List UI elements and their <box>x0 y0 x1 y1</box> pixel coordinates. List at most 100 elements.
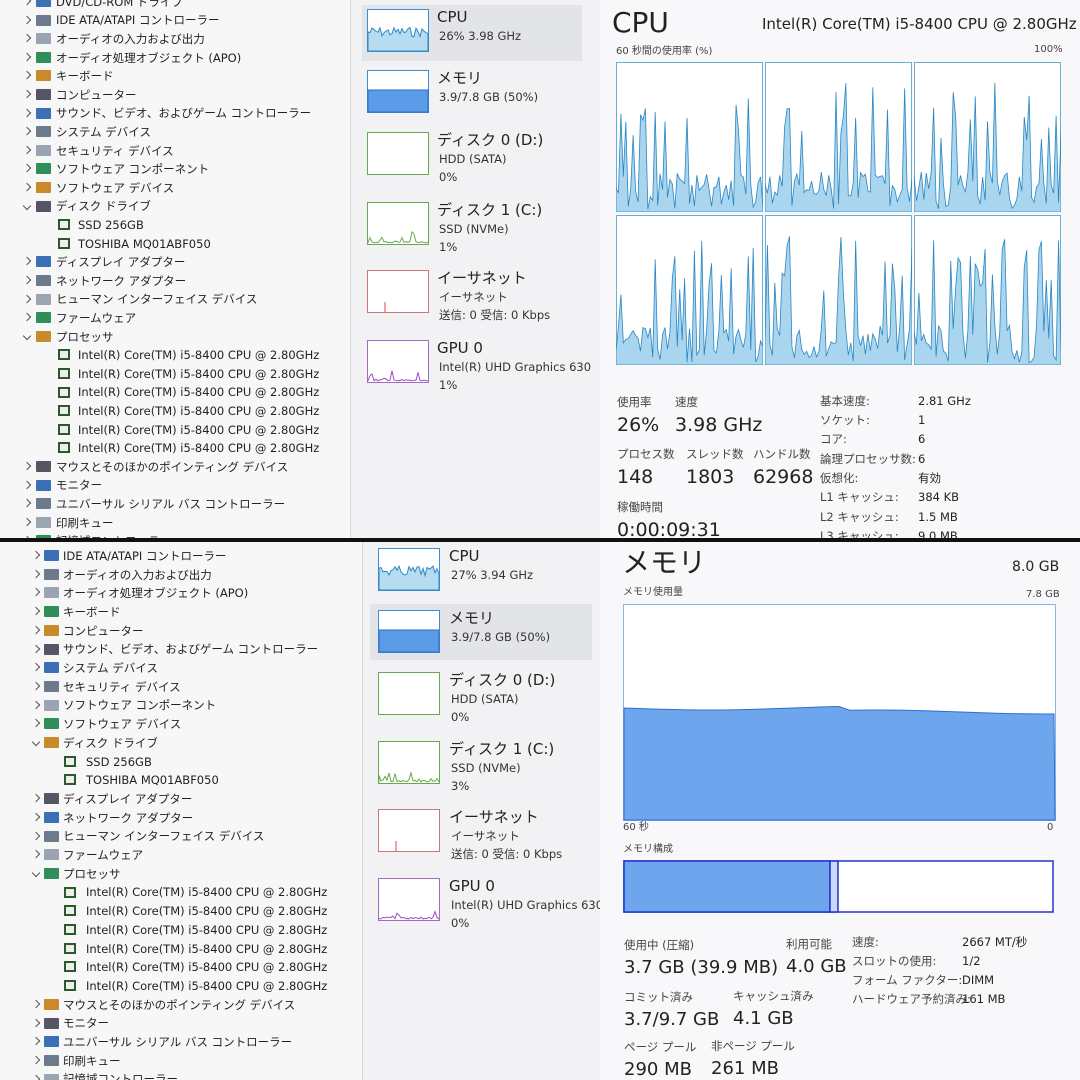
resource-name: CPU <box>437 7 468 26</box>
expand-chevron[interactable] <box>22 52 32 62</box>
expand-chevron[interactable] <box>31 849 41 859</box>
decor <box>616 240 763 365</box>
decor <box>367 270 429 313</box>
expand-chevron[interactable] <box>31 550 41 560</box>
expand-chevron[interactable] <box>31 999 41 1009</box>
expand-chevron[interactable] <box>22 517 32 527</box>
expand-chevron[interactable] <box>22 257 32 266</box>
core-graph <box>616 215 763 365</box>
stat-label: 使用中 (圧縮) <box>624 937 695 952</box>
spec-label: ハードウェア予約済み: <box>852 991 971 1006</box>
stat-label: プロセス数 <box>617 446 675 461</box>
expand-chevron[interactable] <box>22 15 32 24</box>
expand-chevron[interactable] <box>31 831 41 840</box>
thumbnail-graph <box>378 741 440 784</box>
expand-chevron[interactable] <box>22 461 32 471</box>
resource-detail: イーサネット <box>439 289 508 304</box>
expand-chevron[interactable] <box>31 1055 41 1065</box>
expand-chevron[interactable] <box>31 719 41 728</box>
core-graph <box>616 62 763 212</box>
device-tree: DVD/CD-ROM ドライブ IDE ATA/ATAPI コントローラー オーディ… <box>0 0 351 538</box>
device-icon <box>44 1073 59 1080</box>
device-category: プロセッサ <box>56 329 114 344</box>
device-category: セキュリティ デバイス <box>56 143 174 158</box>
expand-chevron[interactable] <box>22 331 32 341</box>
detail-title: CPU <box>612 5 669 39</box>
resource-detail: 0% <box>451 915 470 930</box>
expand-chevron[interactable] <box>22 164 32 173</box>
device-icon <box>44 662 59 674</box>
expand-chevron[interactable] <box>31 737 41 747</box>
expand-chevron[interactable] <box>22 71 32 80</box>
device-item: Intel(R) Core(TM) i5-8400 CPU @ 2.80GHz <box>86 978 328 993</box>
expand-chevron[interactable] <box>22 89 32 99</box>
device-icon <box>36 312 51 324</box>
expand-chevron[interactable] <box>31 681 41 691</box>
expand-chevron[interactable] <box>22 294 32 303</box>
device-category: ファームウェア <box>56 311 137 326</box>
device-icon <box>58 237 70 249</box>
decor <box>367 26 429 52</box>
stat-value: 148 <box>617 466 654 489</box>
graph-label: メモリ使用量 <box>623 586 683 598</box>
resource-name: メモリ <box>449 608 495 627</box>
spec-value: 1/2 <box>962 953 981 968</box>
device-item: Intel(R) Core(TM) i5-8400 CPU @ 2.80GHz <box>78 385 320 400</box>
thumbnail-graph <box>378 672 440 715</box>
expand-chevron[interactable] <box>22 312 32 322</box>
expand-chevron[interactable] <box>31 625 41 635</box>
decor <box>378 741 440 784</box>
device-item: TOSHIBA MQ01ABF050 <box>78 236 211 251</box>
core-graph <box>765 215 912 365</box>
device-icon <box>44 699 59 711</box>
expand-chevron[interactable] <box>31 606 41 616</box>
expand-chevron[interactable] <box>22 108 32 117</box>
resource-detail: HDD (SATA) <box>439 151 507 166</box>
resource-detail: 0% <box>451 709 470 724</box>
expand-chevron[interactable] <box>22 145 32 155</box>
resource-name: ディスク 1 (C:) <box>449 739 555 758</box>
thumbnail-graph <box>367 202 429 245</box>
expand-chevron[interactable] <box>22 498 32 508</box>
spec-label: コア: <box>820 432 847 447</box>
device-item: Intel(R) Core(TM) i5-8400 CPU @ 2.80GHz <box>86 941 328 956</box>
device-item: SSD 256GB <box>78 218 144 233</box>
expand-chevron[interactable] <box>22 0 32 6</box>
expand-chevron[interactable] <box>22 201 32 210</box>
expand-chevron[interactable] <box>31 1074 41 1080</box>
stat-label: キャッシュ済み <box>733 988 814 1003</box>
expand-chevron[interactable] <box>31 868 41 878</box>
device-icon <box>44 1036 59 1048</box>
device-icon <box>44 643 59 655</box>
expand-chevron[interactable] <box>31 700 41 709</box>
expand-chevron[interactable] <box>31 644 41 653</box>
resource-detail: 26% 3.98 GHz <box>439 28 522 43</box>
expand-chevron[interactable] <box>31 793 41 803</box>
device-icon <box>58 442 70 454</box>
device-icon <box>64 924 76 935</box>
graph-max: 7.8 GB <box>1026 588 1060 600</box>
expand-chevron[interactable] <box>31 812 41 822</box>
expand-chevron[interactable] <box>31 588 41 597</box>
device-tree: IDE ATA/ATAPI コントローラー オーディオの入力および出力 オーディオ処… <box>0 542 363 1080</box>
device-category: キーボード <box>63 604 121 619</box>
device-icon <box>64 886 76 898</box>
expand-chevron[interactable] <box>31 662 41 672</box>
detail-title: メモリ <box>622 545 707 579</box>
resource-detail: 0% <box>439 169 458 184</box>
expand-chevron[interactable] <box>31 1018 41 1027</box>
expand-chevron[interactable] <box>22 480 32 489</box>
decor <box>829 860 839 913</box>
device-category: モニター <box>56 478 102 493</box>
stat-value: 3.7 GB (39.9 MB) <box>624 956 779 978</box>
resource-detail: イーサネット <box>451 828 520 843</box>
expand-chevron[interactable] <box>22 33 32 43</box>
expand-chevron[interactable] <box>22 536 32 538</box>
expand-chevron[interactable] <box>22 275 32 285</box>
expand-chevron[interactable] <box>22 126 32 136</box>
expand-chevron[interactable] <box>31 569 41 578</box>
resource-name: イーサネット <box>437 268 527 287</box>
memory-graph <box>623 604 1056 821</box>
expand-chevron[interactable] <box>31 1036 41 1046</box>
expand-chevron[interactable] <box>22 182 32 192</box>
